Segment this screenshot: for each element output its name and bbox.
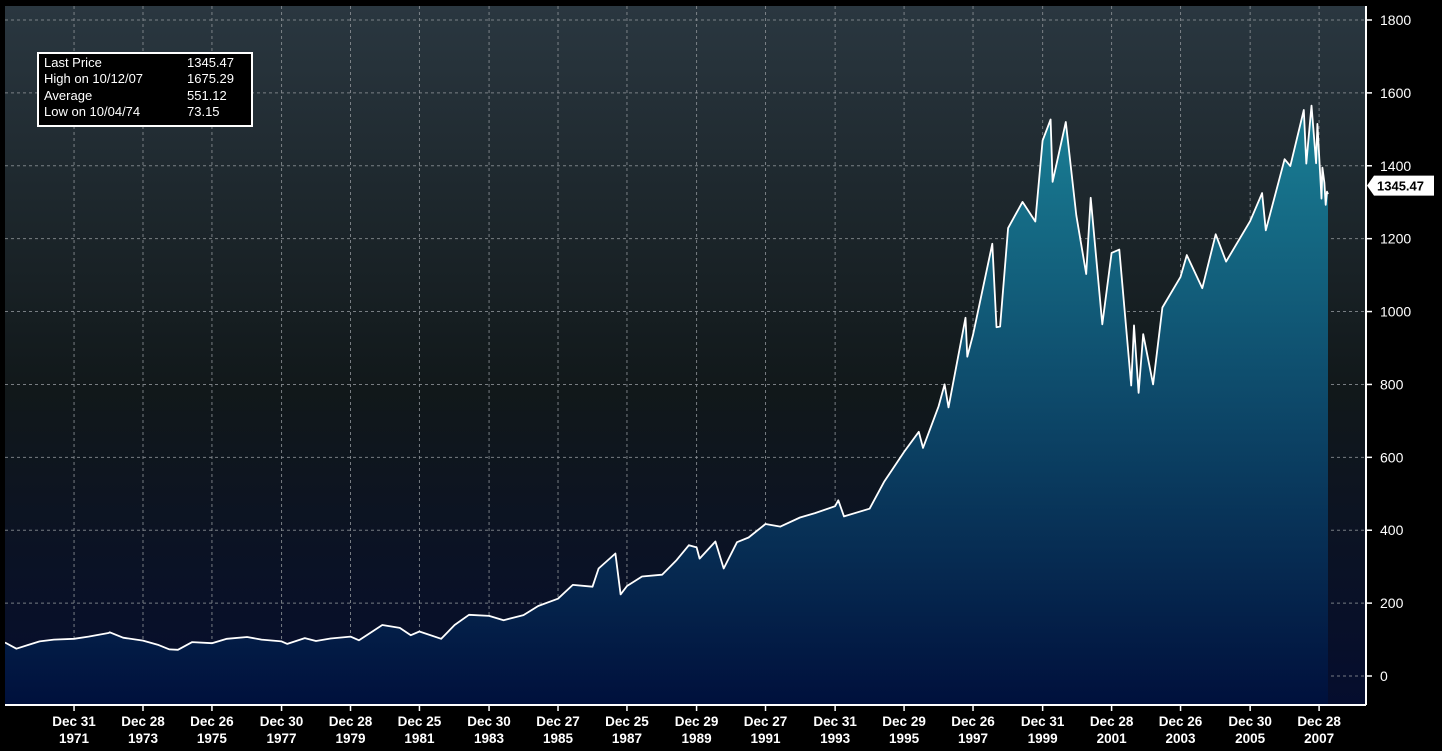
x-axis: Dec 31 1971 Dec 28 1973 Dec 26 1975 Dec 30 1977… (52, 705, 1341, 746)
legend-value-low: 73.15 (187, 104, 220, 119)
x-tick-year-label: 2007 (1304, 731, 1334, 746)
x-tick-year-label: 1989 (682, 731, 712, 746)
x-tick-label: Dec 30 (467, 714, 511, 729)
legend-label-average: Average (44, 88, 92, 103)
x-tick-label: Dec 26 (1159, 714, 1203, 729)
x-tick-label: Dec 26 (951, 714, 995, 729)
x-tick-year-label: 2005 (1235, 731, 1266, 746)
x-tick-label: Dec 31 (1021, 714, 1065, 729)
y-axis: 0 200 400 600 800 1000 1200 1400 1600 1800 (1366, 12, 1411, 684)
y-tick-label: 0 (1380, 668, 1388, 684)
x-tick-year-label: 1993 (820, 731, 851, 746)
x-tick-year-label: 1997 (958, 731, 988, 746)
x-tick-label: Dec 30 (1228, 714, 1272, 729)
area-layer (5, 104, 1329, 705)
legend-value-high: 1675.29 (187, 71, 234, 86)
series-line (5, 104, 1329, 651)
x-tick-year-label: 1977 (267, 731, 297, 746)
x-tick-label: Dec 27 (536, 714, 580, 729)
legend-label-last-price: Last Price (44, 55, 102, 70)
y-tick-label: 1600 (1380, 85, 1411, 101)
x-tick-label: Dec 26 (190, 714, 234, 729)
x-tick-year-label: 1981 (404, 731, 435, 746)
legend-value-last-price: 1345.47 (187, 55, 234, 70)
y-tick-label: 200 (1380, 595, 1404, 611)
x-tick-year-label: 1995 (889, 731, 920, 746)
x-tick-label: Dec 27 (744, 714, 788, 729)
x-tick-label: Dec 28 (1090, 714, 1134, 729)
x-tick-label: Dec 29 (882, 714, 926, 729)
x-tick-year-label: 1983 (474, 731, 505, 746)
x-tick-year-label: 1971 (59, 731, 90, 746)
legend-box: Last Price 1345.47 High on 10/12/07 1675… (37, 52, 253, 127)
x-tick-label: Dec 28 (329, 714, 373, 729)
x-tick-label: Dec 31 (813, 714, 857, 729)
series-area (5, 105, 1328, 705)
y-tick-label: 1200 (1380, 231, 1411, 247)
y-tick-label: 600 (1380, 449, 1404, 465)
y-tick-label: 1800 (1380, 12, 1411, 28)
x-tick-year-label: 2001 (1097, 731, 1128, 746)
last-price-tag-shape (1367, 175, 1434, 196)
x-tick-label: Dec 28 (1297, 714, 1341, 729)
x-tick-year-label: 1975 (197, 731, 228, 746)
x-tick-label: Dec 29 (675, 714, 719, 729)
x-tick-year-label: 1991 (750, 731, 781, 746)
x-tick-year-label: 1973 (128, 731, 159, 746)
x-tick-label: Dec 25 (398, 714, 442, 729)
y-tick-label: 1400 (1380, 158, 1411, 174)
last-price-tag-label: 1345.47 (1377, 179, 1424, 194)
last-price-tag: 1345.47 (1367, 175, 1434, 196)
y-tick-label: 800 (1380, 376, 1404, 392)
x-tick-year-label: 1987 (612, 731, 642, 746)
x-tick-year-label: 1985 (543, 731, 574, 746)
x-tick-year-label: 1979 (335, 731, 365, 746)
y-tick-label: 1000 (1380, 304, 1411, 320)
x-tick-year-label: 2003 (1166, 731, 1197, 746)
legend-value-average: 551.12 (187, 88, 227, 103)
y-tick-label: 400 (1380, 522, 1404, 538)
legend-label-low: Low on 10/04/74 (44, 104, 140, 119)
legend-frame (37, 52, 253, 127)
x-tick-label: Dec 30 (260, 714, 304, 729)
x-tick-label: Dec 31 (52, 714, 96, 729)
x-tick-label: Dec 25 (605, 714, 649, 729)
x-tick-label: Dec 28 (121, 714, 165, 729)
x-tick-year-label: 1999 (1028, 731, 1058, 746)
legend-label-high: High on 10/12/07 (44, 71, 143, 86)
